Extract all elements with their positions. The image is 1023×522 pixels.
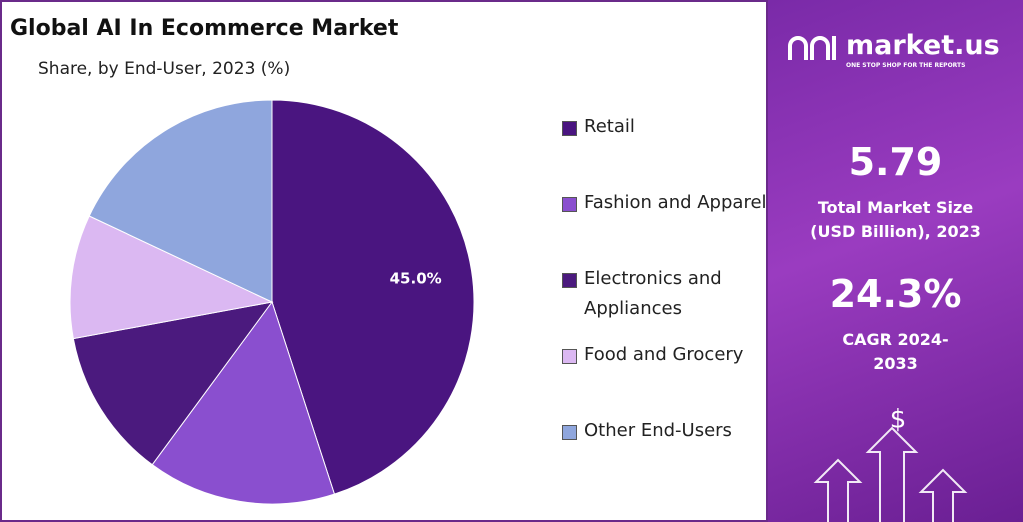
legend-swatch [562,197,577,212]
logo-icon [788,36,836,60]
info-panel: $ market.us ONE STOP SHOP FOR THE REPORT… [768,0,1023,522]
legend-item: Electronics and Appliances [562,264,774,324]
cagr: 24.3% [829,272,962,316]
legend-swatch [562,273,577,288]
legend-swatch [562,121,577,136]
chart-title: Global AI In Ecommerce Market [10,16,399,41]
arrows [813,426,968,522]
panel-graphics: $ [788,36,968,522]
legend-label: Other End-Users [584,420,732,441]
cagr-label: CAGR 2024-2033 [842,330,949,373]
legend-swatch [562,349,577,364]
market-size: 5.79 [848,140,943,184]
legend-label: Food and Grocery [584,344,744,365]
pie-slice [72,301,274,466]
legend-item: Food and Grocery [562,340,774,370]
pie-slice [151,300,336,505]
legend-item: Other End-Users [562,416,774,446]
chart-area: Global AI In Ecommerce Market Share, by … [0,0,768,522]
legend-label: Fashion and Apparel [584,192,767,213]
legend-label: Retail [584,116,635,137]
legend-item: Retail [562,112,774,142]
dollar-icon: $ [890,405,907,435]
pie-slice [69,215,274,340]
legend-item: Fashion and Apparel [562,188,774,218]
pie-slice [271,99,475,495]
data-label: 45.0% [390,270,442,288]
market-size-label: Total Market Size (USD Billion), 2023 [810,198,981,241]
legend-label: Electronics and Appliances [584,268,722,319]
tagline: ONE STOP SHOP FOR THE REPORTS [846,62,966,69]
chart-subtitle: Share, by End-User, 2023 (%) [38,59,291,79]
legend-swatch [562,425,577,440]
brand: market.us [846,30,1000,61]
pie-slice [88,99,273,303]
pie: 45.0% [69,99,475,505]
